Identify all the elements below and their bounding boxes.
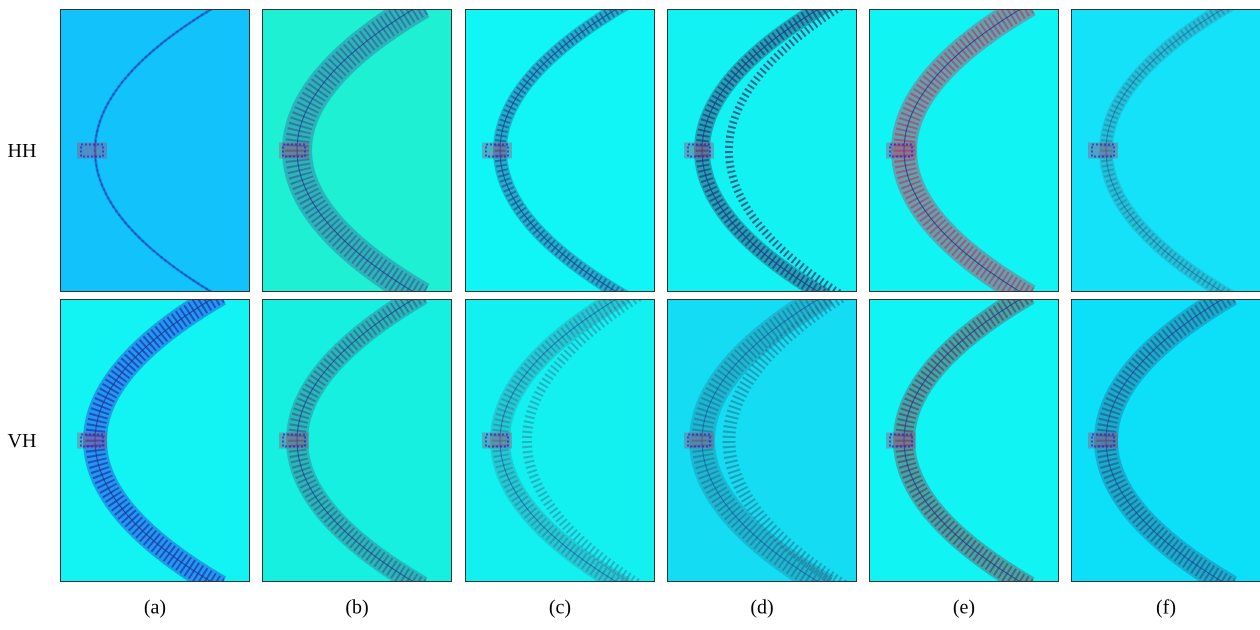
- panel: [1071, 294, 1260, 587]
- panel: [1071, 4, 1260, 297]
- row-label: VH: [8, 430, 37, 452]
- panel: [667, 294, 857, 587]
- column-label: (d): [750, 597, 773, 619]
- panel: [667, 4, 857, 297]
- panel: [869, 4, 1059, 297]
- panel: [465, 4, 655, 297]
- panel: [60, 294, 250, 587]
- column-label: (b): [345, 597, 368, 619]
- column-label: (e): [953, 597, 975, 619]
- panel: [869, 294, 1059, 587]
- panel: [465, 294, 655, 587]
- column-label: (c): [549, 597, 571, 619]
- column-label: (a): [144, 597, 166, 619]
- figure: HH VH (a) (b) (c) (d) (e) (f): [0, 0, 1260, 625]
- panel: [60, 4, 250, 297]
- panel: [262, 4, 452, 297]
- row-label: HH: [8, 140, 37, 162]
- panel: [262, 294, 452, 587]
- column-label: (f): [1156, 597, 1176, 619]
